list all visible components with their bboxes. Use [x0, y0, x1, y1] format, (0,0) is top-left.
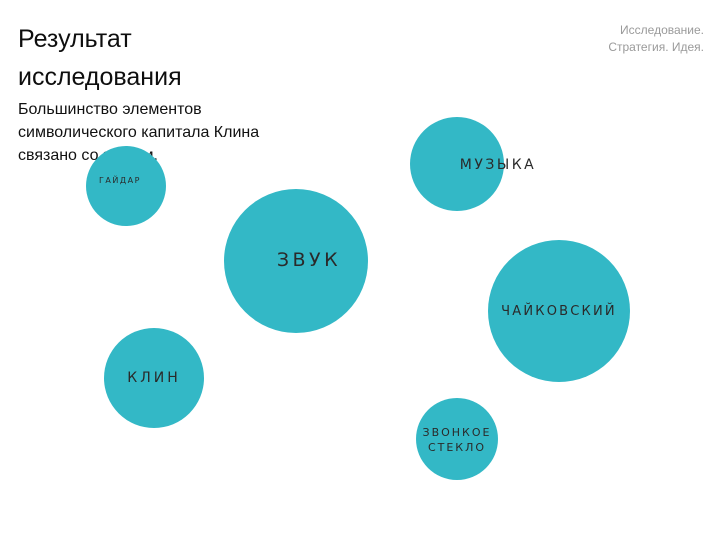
bubble-muzyka: МУЗЫКА [410, 117, 534, 211]
bubble-label-klin: КЛИН [127, 370, 181, 386]
bubble-gaidar: ГАЙДАР [86, 146, 166, 226]
title-line-1: Результат [18, 25, 132, 53]
brand-line-2: Стратегия. Идея. [608, 40, 704, 54]
bubble-klin: КЛИН [104, 328, 204, 428]
bubble-label-zvonkoe: ЗВОНКОЕ [422, 426, 492, 439]
subtitle-line-1: Большинство элементов [18, 101, 202, 118]
title-line-2: исследования [18, 63, 182, 91]
bubble-label-gaidar: ГАЙДАР [99, 175, 141, 185]
slide-title: Результат исследования [18, 20, 318, 96]
bubble-zvonkoe-steklo: ЗВОНКОЕ СТЕКЛО [416, 398, 498, 480]
bubble-zvuk: ЗВУК [224, 189, 368, 333]
bubble-label-steklo: СТЕКЛО [427, 441, 487, 454]
brand-tagline: Исследование. Стратегия. Идея. [504, 22, 704, 56]
bubble-label-chaikovsky: ЧАЙКОВСКИЙ [501, 303, 617, 319]
bubble-label-muzyka: МУЗЫКА [459, 157, 537, 173]
bubble-label-zvuk: ЗВУК [276, 249, 342, 271]
slide-subtitle: Большинство элементов символического кап… [18, 98, 328, 167]
subtitle-line-2: символического капитала Клина [18, 124, 260, 141]
bubble-chaikovsky: ЧАЙКОВСКИЙ [488, 240, 630, 382]
brand-line-1: Исследование. [620, 23, 704, 37]
